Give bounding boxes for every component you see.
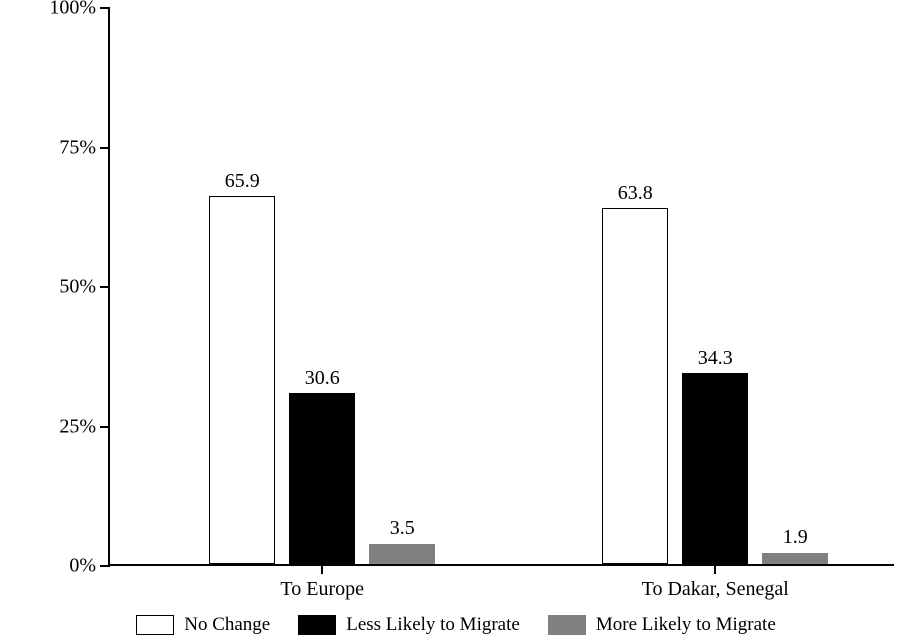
legend-item: Less Likely to Migrate	[298, 614, 520, 636]
bar-value-label: 63.8	[618, 182, 653, 209]
bar: 63.8	[602, 208, 668, 564]
bar: 1.9	[762, 553, 828, 564]
bar: 34.3	[682, 373, 748, 564]
legend-swatch	[136, 615, 174, 635]
bar: 3.5	[369, 544, 435, 564]
bar-value-label: 3.5	[390, 517, 415, 544]
bar-value-label: 1.9	[783, 526, 808, 553]
bar-value-label: 30.6	[305, 367, 340, 394]
legend: No Change Less Likely to Migrate More Like…	[0, 614, 912, 636]
y-axis-tick-label: 25%	[59, 415, 110, 438]
legend-swatch	[298, 615, 336, 635]
y-axis-tick-label: 100%	[49, 0, 110, 20]
bar-value-label: 65.9	[225, 170, 260, 197]
y-axis-tick-label: 0%	[69, 555, 110, 578]
y-axis-tick-label: 75%	[59, 136, 110, 159]
x-axis-category-label: To Europe	[280, 564, 364, 601]
legend-item: More Likely to Migrate	[548, 614, 776, 636]
legend-swatch	[548, 615, 586, 635]
bar-value-label: 34.3	[698, 347, 733, 374]
legend-label: No Change	[184, 614, 270, 636]
migration-likelihood-chart: 0% 25% 50% 75% 100% To Europe To Dakar, Senega…	[0, 0, 912, 642]
bar: 65.9	[209, 196, 275, 564]
legend-item: No Change	[136, 614, 270, 636]
legend-label: More Likely to Migrate	[596, 614, 776, 636]
x-axis-category-label: To Dakar, Senegal	[642, 564, 789, 601]
plot-area: 0%25%50%75%100%To EuropeTo Dakar, Senega…	[108, 8, 894, 566]
legend-label: Less Likely to Migrate	[346, 614, 520, 636]
bar: 30.6	[289, 393, 355, 564]
y-axis-tick-label: 50%	[59, 276, 110, 299]
